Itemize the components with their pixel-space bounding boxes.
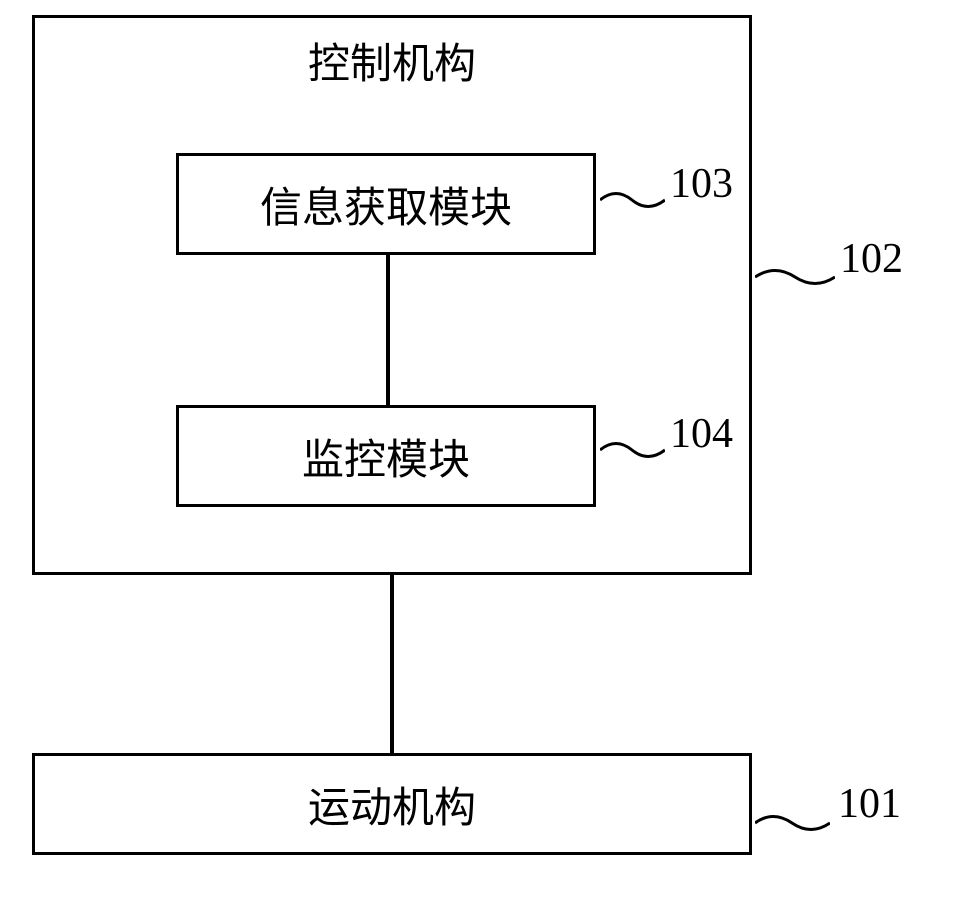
connector-info-to-monitoring (386, 255, 390, 405)
motion-mechanism-box: 运动机构 (32, 753, 752, 855)
ref-label-103: 103 (670, 160, 733, 208)
squiggle-104 (600, 435, 665, 465)
ref-label-102: 102 (840, 235, 903, 283)
monitoring-box: 监控模块 (176, 405, 596, 507)
control-mechanism-title: 控制机构 (35, 30, 749, 91)
squiggle-102 (755, 262, 835, 292)
squiggle-103 (600, 185, 665, 215)
diagram-container: 控制机构 信息获取模块 监控模块 运动机构 103 102 104 101 (0, 0, 976, 904)
motion-mechanism-label: 运动机构 (308, 774, 476, 835)
squiggle-101 (755, 808, 830, 838)
ref-label-104: 104 (670, 410, 733, 458)
info-acquisition-box: 信息获取模块 (176, 153, 596, 255)
connector-control-to-motion (390, 575, 394, 753)
info-acquisition-label: 信息获取模块 (260, 174, 512, 235)
ref-label-101: 101 (838, 780, 901, 828)
monitoring-label: 监控模块 (302, 426, 470, 487)
